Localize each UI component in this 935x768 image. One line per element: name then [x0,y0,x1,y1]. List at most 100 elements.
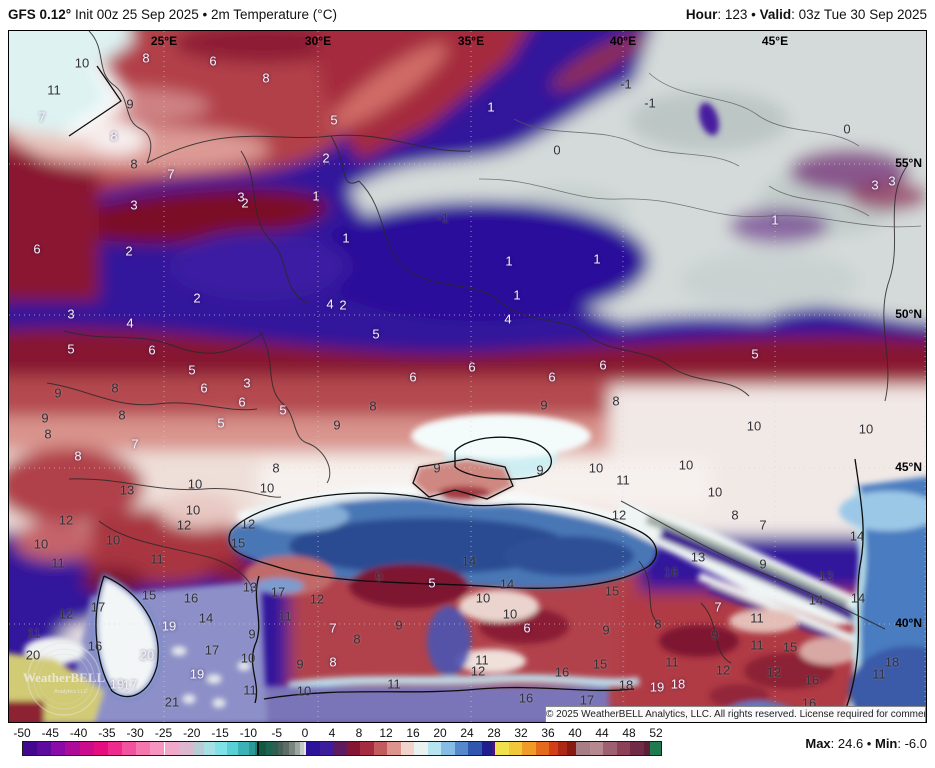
colorbar-cell [303,742,306,755]
color-scale: -50 -45 -40 -35 -30 -25 -20 -15 -10 -5 0 4 8 12 16 20 24… [0,725,935,765]
colorbar-cell [427,742,441,755]
copyright-notice: © 2025 WeatherBELL Analytics, LLC. All r… [545,706,926,722]
colorbar-cell [249,742,256,755]
country-borders [46,31,908,664]
colorbar-cell [566,742,576,755]
max-min-readout: Max: 24.6 • Min: -6.0 [805,736,927,751]
colorbar-cell [616,742,630,755]
colorbar-tick: -25 [154,726,173,740]
colorbar-cell [630,742,644,755]
valid-label: Valid [759,7,792,22]
colorbar-tick: 48 [622,726,636,740]
colorbar-cell [51,742,66,755]
colorbar-cell [122,742,137,755]
colorbar-tick: -35 [98,726,116,740]
colorbar-tick: 4 [328,726,336,740]
colorbar-tick: 20 [433,726,447,740]
colorbar-cell [136,742,151,755]
colorbar-cell [492,742,495,755]
colorbar-cell [289,742,295,755]
colorbar-cell [400,742,414,755]
graticule [9,31,926,722]
colorbar-cell [300,742,304,755]
colorbar-cell [306,742,320,755]
min-label: Min [874,736,898,751]
colorbar-tick: -5 [271,726,283,740]
colorbar-tick: -15 [211,726,229,740]
colorbar-cell [603,742,617,755]
colorbar-cell [333,742,347,755]
colorbar-tick: 40 [568,726,582,740]
colorbar-tick: 12 [379,726,393,740]
logo-subtext: Analytics LLC [54,689,88,695]
colorbar-cell [164,742,179,755]
colorbar-cell [508,742,522,755]
colorbar-cell [481,742,493,755]
colorbar-cell [360,742,374,755]
colorbar-cell [259,742,267,755]
colorbar-cell [535,742,549,755]
colorbar-tick: 32 [514,726,528,740]
colorbar-cell [257,742,259,755]
colorbar-cell [204,742,216,755]
colorbar-cell [549,742,559,755]
valid-info: Hour: 123 • Valid: 03z Tue 30 Sep 2025 [686,7,927,22]
temperature-field-map: WeatherBELL Analytics LLC [9,31,926,722]
colorbar-tick: -30 [126,726,144,740]
valid-value: : 03z Tue 30 Sep 2025 [791,7,927,22]
inner-borders [478,72,922,228]
colorbar-cell [589,742,603,755]
weatherbell-logo: WeatherBELL Analytics LLC [23,642,105,716]
colorbar-cell [65,742,80,755]
weather-map: WeatherBELL Analytics LLC 10 8 6 8 11 9 7 8 8 7 3 3… [8,30,927,723]
colorbar-cell [373,742,387,755]
colorbar-cell [522,742,536,755]
hour-value: : 123 • [717,7,760,22]
colorbar-cell [266,742,273,755]
colorbar-cell [346,742,360,755]
colorbar-cell [226,742,239,755]
colorbar-tick: 52 [649,726,663,740]
colorbar-cell [93,742,108,755]
model-name: GFS 0.12° [8,7,72,22]
colorbar-tick: -40 [69,726,88,740]
max-value: : 24.6 • [830,736,875,751]
colorbar-tick: -50 [13,726,31,740]
colorbar-cell [238,742,250,755]
colorbar-cell [107,742,123,755]
colorbar-cell [643,742,651,755]
colorbar-cell [414,742,428,755]
colorbar-tick: 44 [595,726,609,740]
init-subtitle: Init 00z 25 Sep 2025 • 2m Temperature (°… [71,7,337,22]
colorbar-cell [23,742,38,755]
colorbar-cell [441,742,455,755]
colorbar-tick: 0 [301,726,309,740]
colorbar-tick: -45 [41,726,59,740]
colorbar-tick: 8 [355,726,363,740]
max-label: Max [805,736,831,751]
colorbar-cell [178,742,193,755]
colorbar-cell [319,742,333,755]
coastlines [68,65,864,722]
colorbar-tick: 28 [487,726,501,740]
colorbar-tick: 16 [406,726,420,740]
colorbar [22,741,662,756]
colorbar-cell [576,742,590,755]
map-title: GFS 0.12° Init 00z 25 Sep 2025 • 2m Temp… [8,7,337,22]
colorbar-cell [495,742,509,755]
colorbar-cell [255,742,258,755]
colorbar-cell [192,742,205,755]
colorbar-cell [150,742,165,755]
colorbar-cell [454,742,468,755]
header: GFS 0.12° Init 00z 25 Sep 2025 • 2m Temp… [0,0,935,29]
colorbar-cell [277,742,284,755]
temp-field-detail [9,102,926,722]
colorbar-tick: -20 [183,726,201,740]
colorbar-cell [283,742,290,755]
colorbar-cell [650,742,662,755]
colorbar-cell [37,742,52,755]
colorbar-cell [79,742,94,755]
colorbar-cell [558,742,567,755]
colorbar-tick: 36 [541,726,555,740]
colorbar-cell [215,742,227,755]
